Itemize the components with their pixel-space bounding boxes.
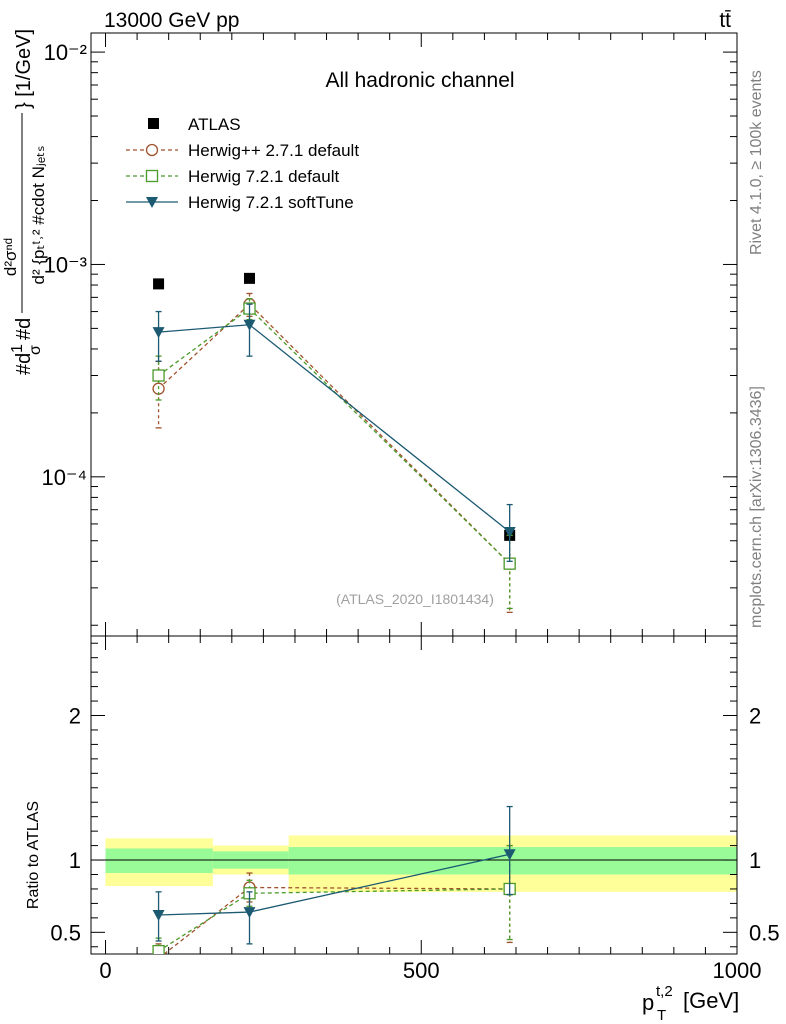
ratio-point <box>243 907 256 919</box>
ylabel-part-d: #d <box>13 318 35 340</box>
main-point <box>152 369 165 382</box>
watermark: (ATLAS_2020_I1801434) <box>336 591 494 607</box>
ylabel-unit: } [1/GeV] <box>13 29 35 109</box>
ratio-ytick-label-right: 0.5 <box>749 920 780 945</box>
main-ytick-label: 10⁻⁴ <box>41 465 87 490</box>
legend-item-herwig-soft: Herwig 7.2.1 softTune <box>126 193 354 212</box>
main-series-2 <box>152 298 516 610</box>
ratio-series-line <box>158 888 510 952</box>
legend: ATLAS Herwig++ 2.7.1 default Herwig 7.2.… <box>126 115 359 212</box>
xlabel-unit: [GeV] <box>683 988 739 1013</box>
ratio-ytick-label: 2 <box>69 704 81 729</box>
xlabel-sub: T <box>657 1007 666 1024</box>
legend-item-atlas: ATLAS <box>148 115 241 134</box>
xlabel-sup: t,2 <box>656 983 673 1000</box>
ratio-series-line <box>163 886 510 954</box>
ratio-ylabel: Ratio to ATLAS <box>25 801 42 909</box>
main-panel: 10⁻² 10⁻³ 10⁻⁴ All hadronic channel (ATLAS… <box>1 29 738 637</box>
main-ylabel: #d 1 σ #d d²σⁿᵈ d² {pₜᵗ˒² #cdot Nⱼₑₜₛ } … <box>1 29 48 375</box>
header-process-label: tt̄ <box>719 9 731 32</box>
ratio-ytick-label-right: 1 <box>749 848 761 873</box>
xtick-label: 500 <box>403 958 440 983</box>
legend-item-herwig-default: Herwig 7.2.1 default <box>126 167 339 186</box>
main-series-1 <box>152 292 516 614</box>
ratio-point <box>503 849 516 861</box>
ylabel-part-b: 1 <box>9 344 26 353</box>
legend-label-herwig-default: Herwig 7.2.1 default <box>188 167 339 186</box>
main-point <box>152 327 165 339</box>
main-point <box>503 526 516 538</box>
ratio-band-inner <box>105 848 213 874</box>
side-label-rivet: Rivet 4.1.0, ≥ 100k events <box>748 70 765 255</box>
xtick-label: 0 <box>99 958 111 983</box>
side-label-mcplots: mcplots.cern.ch [arXiv:1306.3436] <box>748 386 765 628</box>
main-series-line <box>158 307 511 565</box>
ylabel-denominator: d² {pₜᵗ˒² #cdot Nⱼₑₜₛ <box>29 146 48 285</box>
ratio-ytick-label: 1 <box>69 848 81 873</box>
ratio-ytick-label: 0.5 <box>50 920 81 945</box>
ylabel-numerator: d²σⁿᵈ <box>1 238 20 276</box>
ylabel-part-a: #d <box>13 353 35 375</box>
legend-marker-atlas <box>148 118 159 129</box>
xlabel-p: p <box>642 990 654 1015</box>
ratio-series-2 <box>152 805 516 945</box>
main-series-line <box>158 324 511 533</box>
ratio-panel: 0.5 0.5 1 1 2 2 0 500 1000 Ratio to ATLAS p T t,… <box>25 635 780 1024</box>
main-ytick-label: 10⁻³ <box>44 252 87 277</box>
legend-label-herwig-pp: Herwig++ 2.7.1 default <box>188 141 359 160</box>
main-title: All hadronic channel <box>325 69 514 92</box>
xlabel: p T t,2 [GeV] <box>642 983 739 1024</box>
main-point <box>244 272 256 284</box>
legend-marker-herwig-soft <box>146 197 158 208</box>
main-point <box>243 319 256 331</box>
legend-item-herwig-pp: Herwig++ 2.7.1 default <box>126 141 359 160</box>
ratio-ytick-label-right: 2 <box>749 704 761 729</box>
xtick-label: 1000 <box>713 958 762 983</box>
ratio-point <box>152 944 165 954</box>
main-series-3 <box>152 303 516 562</box>
main-point <box>153 278 165 290</box>
main-ytick-label: 10⁻² <box>44 40 87 65</box>
header-energy-label: 13000 GeV pp <box>104 9 239 32</box>
ratio-frame <box>90 635 738 955</box>
main-series-line <box>158 303 511 565</box>
ratio-point <box>152 909 165 921</box>
main-series-0 <box>153 272 516 541</box>
ylabel-part-c: σ <box>27 345 44 355</box>
legend-marker-herwig-default <box>145 169 159 183</box>
legend-marker-herwig-pp <box>145 143 159 157</box>
legend-label-atlas: ATLAS <box>188 115 241 134</box>
legend-label-herwig-soft: Herwig 7.2.1 softTune <box>188 193 354 212</box>
